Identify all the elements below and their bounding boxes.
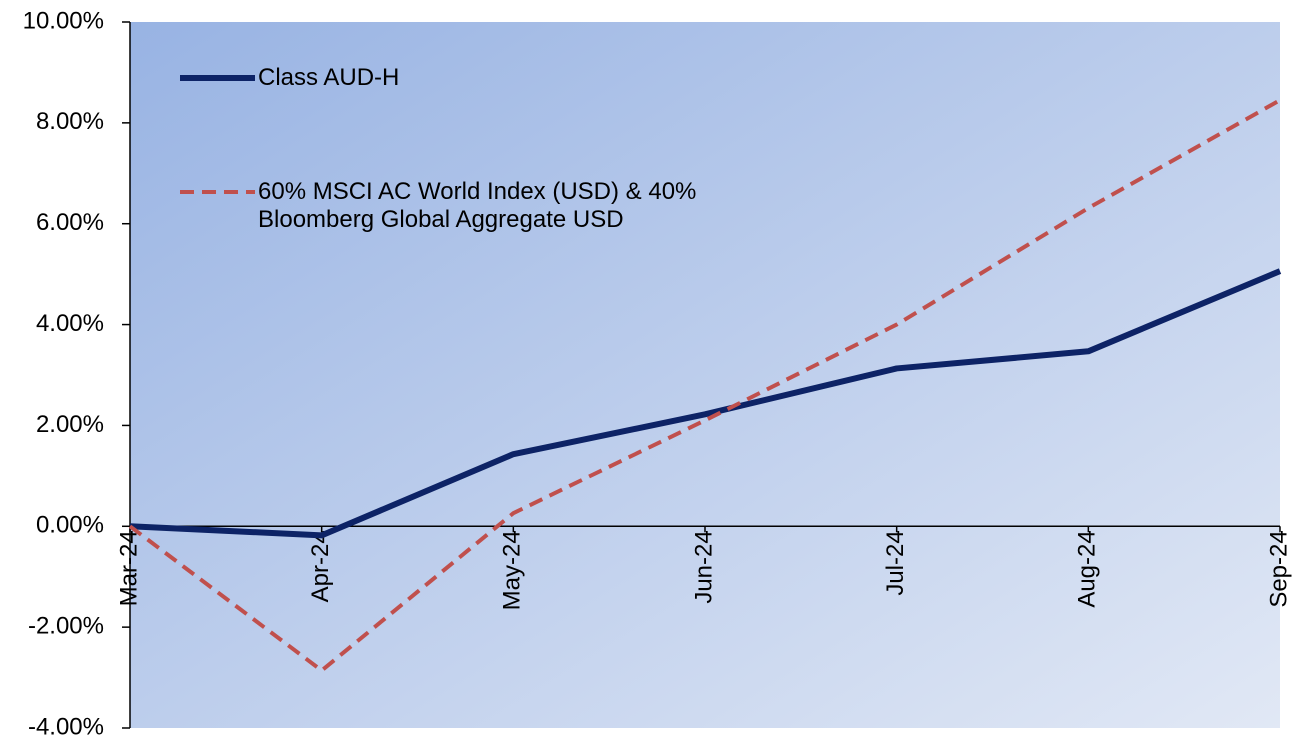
x-tick-label: Jun-24 [690,530,717,603]
legend-label: Class AUD-H [258,64,400,91]
y-tick-label: 6.00% [36,209,104,236]
x-tick-label: Sep-24 [1265,530,1292,607]
x-tick-label: Aug-24 [1074,530,1101,607]
x-tick-label: Mar-24 [115,530,142,606]
y-tick-label: 2.00% [36,411,104,438]
x-tick-label: Jul-24 [882,530,909,595]
series-line [129,268,1282,539]
y-tick-label: 4.00% [36,310,104,337]
x-tick-label: Apr-24 [307,530,334,602]
y-tick-label: 8.00% [36,108,104,135]
y-tick-label: 10.00% [23,7,104,34]
y-tick-label: 0.00% [36,512,104,539]
legend-label: 60% MSCI AC World Index (USD) & 40% Bloo… [258,178,697,233]
x-tick-label: May-24 [499,530,526,610]
y-tick-label: -2.00% [28,612,104,639]
plot-area [130,22,1280,728]
y-tick-label: -4.00% [28,713,104,740]
